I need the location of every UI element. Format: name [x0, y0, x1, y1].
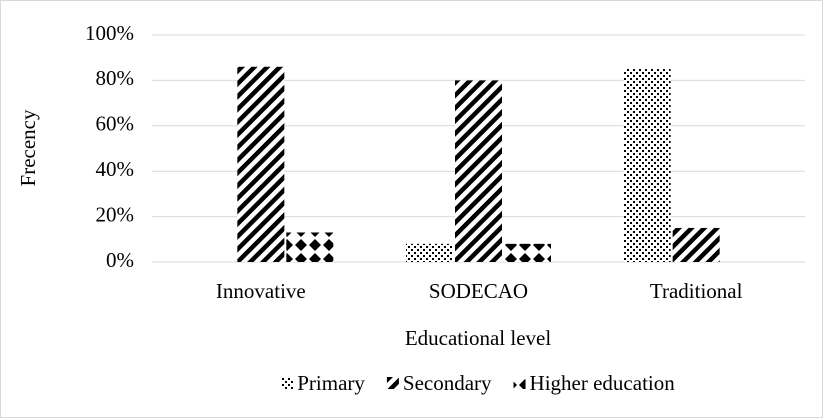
legend-label: Secondary	[403, 371, 492, 395]
x-tick-label: Traditional	[650, 279, 743, 303]
bar	[237, 66, 285, 262]
legend-swatch	[281, 377, 294, 389]
y-tick-label: 80%	[96, 66, 135, 90]
x-axis-title: Educational level	[405, 326, 552, 350]
legend-label: Higher education	[530, 371, 676, 395]
y-tick-label: 60%	[96, 112, 135, 136]
bar	[286, 232, 334, 262]
bar	[504, 243, 551, 262]
bar	[406, 243, 453, 262]
y-tick-label: 40%	[96, 157, 135, 181]
bar	[672, 227, 720, 262]
y-tick-label: 100%	[85, 21, 134, 45]
legend-label: Primary	[297, 371, 365, 395]
bar	[623, 69, 671, 262]
legend-swatch	[386, 377, 399, 389]
x-tick-label: Innovative	[216, 279, 306, 303]
y-axis-title: Frecency	[16, 109, 40, 186]
y-tick-label: 0%	[106, 248, 134, 272]
bar	[455, 80, 502, 263]
x-tick-label: SODECAO	[429, 279, 528, 303]
y-tick-label: 20%	[96, 202, 135, 226]
legend-swatch	[513, 377, 526, 389]
